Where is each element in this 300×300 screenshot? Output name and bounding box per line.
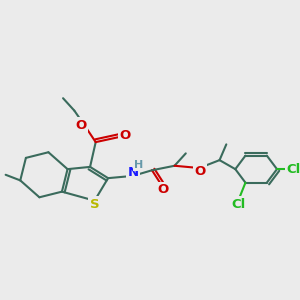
Text: O: O	[158, 183, 169, 196]
Text: H: H	[134, 160, 143, 170]
Text: N: N	[127, 166, 138, 179]
Text: Cl: Cl	[232, 197, 246, 211]
Text: Cl: Cl	[287, 163, 300, 176]
Text: S: S	[90, 197, 99, 211]
Text: O: O	[195, 165, 206, 178]
Text: O: O	[75, 119, 87, 132]
Text: O: O	[119, 129, 130, 142]
